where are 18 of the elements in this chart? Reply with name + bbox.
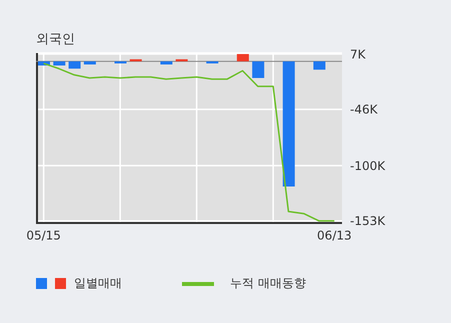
legend-label: 누적 매매동향: [230, 275, 306, 292]
chart-title: 외국인: [36, 31, 75, 48]
bar: [160, 61, 172, 64]
bar: [84, 61, 96, 64]
y-tick-label: -100K: [350, 158, 386, 173]
y-tick-label: 7K: [350, 47, 367, 62]
y-tick-label: -153K: [350, 214, 386, 228]
bar: [282, 61, 295, 186]
legend-label: 일별매매: [74, 275, 122, 292]
bar: [236, 54, 249, 62]
bar: [68, 61, 81, 69]
line-series: [42, 62, 336, 222]
x-tick-label: 06/13: [317, 228, 352, 243]
bar: [313, 61, 326, 70]
x-tick-label: 05/15: [26, 228, 61, 243]
bar: [252, 61, 264, 78]
y-tick-label: -46K: [350, 102, 379, 117]
bar: [53, 61, 66, 66]
